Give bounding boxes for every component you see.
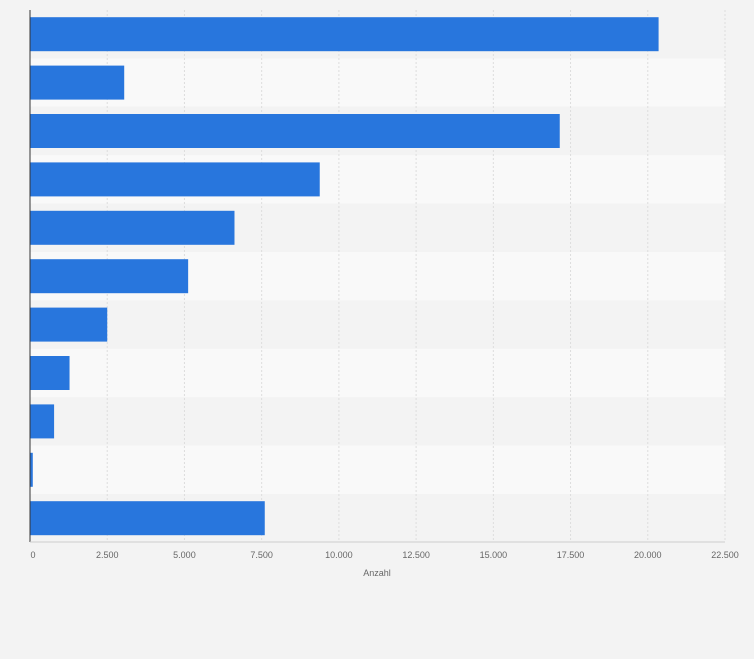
row-band xyxy=(30,348,725,398)
x-tick-label: 2.500 xyxy=(96,550,119,560)
bar[interactable] xyxy=(30,114,560,148)
x-tick-label: 10.000 xyxy=(325,550,353,560)
x-tick-label: 20.000 xyxy=(634,550,662,560)
x-tick-label: 15.000 xyxy=(480,550,508,560)
bar[interactable] xyxy=(30,307,108,342)
bar[interactable] xyxy=(30,162,320,197)
axes xyxy=(29,10,725,543)
x-axis-title: Anzahl xyxy=(363,568,391,578)
bar[interactable] xyxy=(30,210,235,245)
bar[interactable] xyxy=(30,501,265,536)
bar[interactable] xyxy=(30,65,125,100)
x-tick-label: 12.500 xyxy=(402,550,430,560)
x-tick-label: 7.500 xyxy=(250,550,273,560)
x-tick-label: 22.500 xyxy=(711,550,739,560)
bar[interactable] xyxy=(30,404,55,439)
bar[interactable] xyxy=(30,259,189,294)
row-band xyxy=(30,397,725,446)
bar[interactable] xyxy=(30,17,659,52)
x-tick-labels: 0 2.500 5.000 7.500 10.000 12.500 15.000 17.500… xyxy=(30,550,738,560)
x-tick-label: 0 xyxy=(30,550,35,560)
bars xyxy=(30,17,659,536)
x-tick-label: 17.500 xyxy=(557,550,585,560)
row-band xyxy=(30,58,725,107)
row-band xyxy=(30,445,725,494)
bar[interactable] xyxy=(30,356,70,390)
row-band xyxy=(30,300,725,349)
x-tick-label: 5.000 xyxy=(173,550,196,560)
bar[interactable] xyxy=(30,452,33,487)
